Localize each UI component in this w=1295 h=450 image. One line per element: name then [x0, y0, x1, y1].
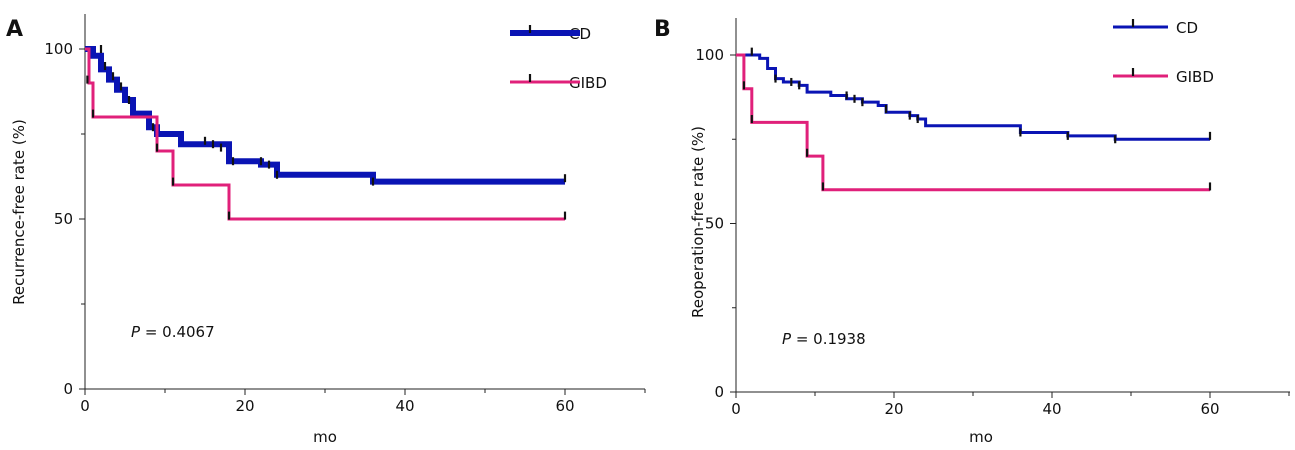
y-tick-label-b-50: 50 — [705, 215, 724, 233]
y-tick-label-b-0: 0 — [714, 383, 724, 401]
x-axis-title-b: mo — [969, 428, 993, 446]
x-tick-label-b-40: 40 — [1042, 400, 1061, 418]
y-tick-label-a-100: 100 — [44, 40, 73, 58]
panel-letter-b: B — [654, 17, 671, 42]
p-value-b-number: 0.1938 — [813, 330, 866, 348]
x-axis-title-a: mo — [313, 428, 337, 446]
y-tick-label-b-100: 100 — [695, 46, 724, 64]
x-tick-label-b-60: 60 — [1200, 400, 1219, 418]
curve-a-gibd — [85, 47, 565, 221]
y-axis-title-a: Recurrence-free rate (%) — [10, 119, 28, 305]
x-tick-label-a-40: 40 — [395, 397, 414, 415]
legend-label-b-cd: CD — [1176, 19, 1198, 37]
legend-label-a-cd: CD — [569, 25, 591, 43]
legend-label-a-gibd: GIBD — [569, 74, 607, 92]
curve-b-gibd — [736, 53, 1210, 192]
x-tick-label-a-60: 60 — [555, 397, 574, 415]
y-tick-label-a-50: 50 — [54, 210, 73, 228]
p-value-b: P = 0.1938 — [782, 330, 866, 348]
y-axis-title-b: Reoperation-free rate (%) — [689, 126, 707, 318]
y-tick-label-a-0: 0 — [63, 380, 73, 398]
chart-marks: 0 20 40 60 0 50 100 0 20 40 60 0 50 100 — [44, 14, 1290, 418]
x-tick-label-a-20: 20 — [235, 397, 254, 415]
curve-a-cd — [85, 46, 565, 185]
x-tick-label-b-0: 0 — [731, 400, 741, 418]
x-tick-label-a-0: 0 — [80, 397, 90, 415]
p-value-a: P = 0.4067 — [131, 323, 215, 341]
legend-label-b-gibd: GIBD — [1176, 68, 1214, 86]
panel-letter-a: A — [6, 17, 23, 42]
p-value-a-number: 0.4067 — [162, 323, 215, 341]
x-tick-label-b-20: 20 — [884, 400, 903, 418]
